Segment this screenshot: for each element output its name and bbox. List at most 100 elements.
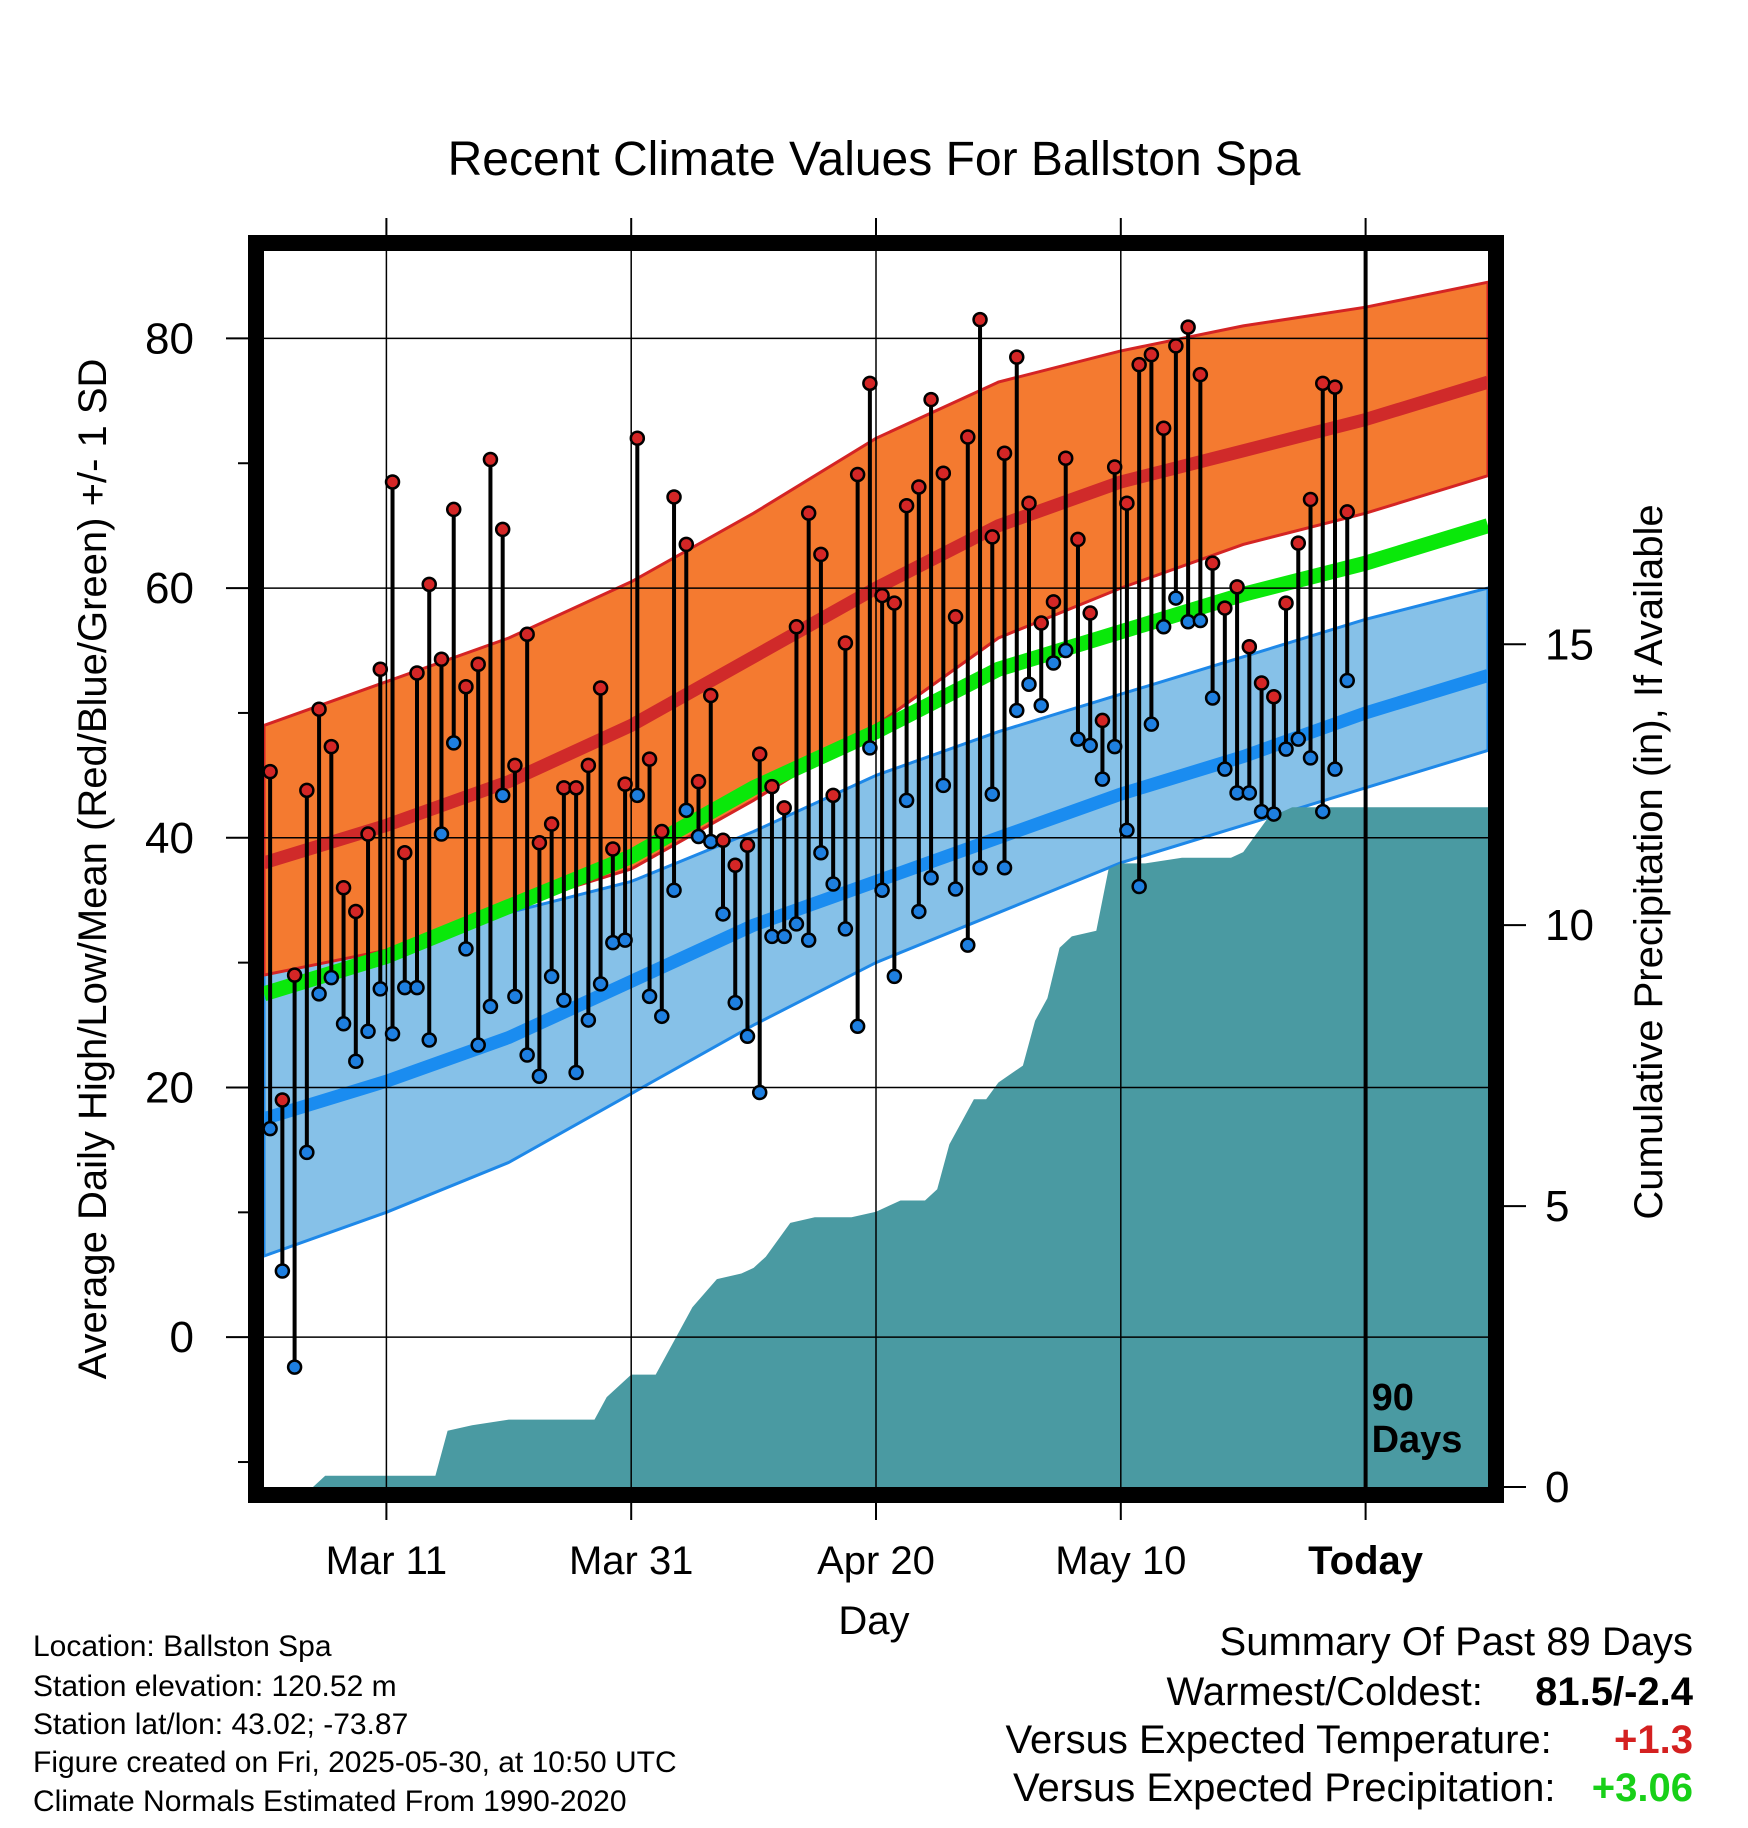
daily-low-point <box>886 968 903 985</box>
daily-high-point <box>1045 594 1062 610</box>
daily-low-point <box>470 1037 486 1053</box>
warm-cold-label: Warmest/Coldest: <box>1166 1670 1483 1714</box>
daily-low-point <box>274 1263 291 1279</box>
daily-high-point <box>947 609 964 625</box>
y2-tick-label: 0 <box>1545 1463 1569 1512</box>
daily-high-point <box>286 967 303 983</box>
daily-high-point <box>531 835 548 851</box>
summary-heading: Summary Of Past 89 Days <box>1219 1620 1693 1664</box>
daily-high-point <box>1009 349 1025 365</box>
daily-low-point <box>629 787 646 804</box>
x-tick-label: Today <box>1308 1539 1424 1583</box>
daily-low-point <box>1119 822 1135 839</box>
daily-low-point <box>1009 702 1025 719</box>
daily-high-point <box>972 311 988 328</box>
daily-high-point <box>458 678 474 695</box>
daily-high-point <box>678 536 695 553</box>
x-axis-label: Day <box>838 1599 909 1643</box>
daily-high-point <box>519 626 535 643</box>
daily-high-point <box>862 375 878 392</box>
daily-high-point <box>776 800 792 816</box>
daily-high-point <box>421 576 437 593</box>
daily-high-point <box>1204 555 1221 571</box>
daily-low-point <box>605 934 621 951</box>
daily-low-point <box>654 1008 670 1025</box>
daily-low-point <box>348 1053 364 1070</box>
daily-high-point <box>825 787 841 804</box>
daily-low-point <box>1082 737 1098 754</box>
daily-low-point <box>531 1068 548 1084</box>
daily-low-point <box>433 826 450 842</box>
daily-low-point <box>788 916 805 932</box>
daily-low-point <box>727 994 743 1011</box>
daily-low-point <box>678 802 695 819</box>
daily-high-point <box>592 680 609 696</box>
daily-high-point <box>751 746 768 762</box>
daily-low-point <box>1278 741 1294 757</box>
daily-low-point <box>849 1018 866 1035</box>
daily-high-point <box>1155 420 1172 437</box>
daily-low-point <box>1070 731 1086 747</box>
daily-high-point <box>1278 595 1294 611</box>
daily-high-point <box>1229 579 1245 595</box>
daily-high-point <box>984 529 1001 545</box>
daily-low-point <box>458 941 474 957</box>
daily-high-point <box>580 757 597 774</box>
daily-high-point <box>507 757 523 774</box>
daily-high-point <box>397 845 413 861</box>
daily-low-point <box>1266 806 1282 822</box>
precip-value: +3.06 <box>1591 1766 1693 1810</box>
daily-high-point <box>445 501 462 518</box>
daily-low-point <box>1094 771 1111 787</box>
daily-low-point <box>372 981 389 997</box>
daily-high-point <box>690 773 707 790</box>
daily-high-point <box>739 837 756 854</box>
daily-high-point <box>494 521 511 538</box>
daily-high-point <box>886 595 903 611</box>
daily-low-point <box>519 1047 535 1063</box>
daily-high-point <box>715 832 731 849</box>
daily-low-point <box>825 876 841 892</box>
daily-high-point <box>1241 639 1258 655</box>
summary-precip: Versus Expected Precipitation: +3.06 <box>1013 1766 1693 1811</box>
daily-high-point <box>837 635 854 651</box>
daily-low-point <box>286 1359 303 1375</box>
daily-high-point <box>1168 338 1184 354</box>
summary-temp: Versus Expected Temperature: +1.3 <box>1006 1718 1693 1763</box>
daily-low-point <box>1302 750 1319 766</box>
daily-low-point <box>360 1023 376 1040</box>
daily-low-point <box>543 968 560 985</box>
daily-low-point <box>262 1120 278 1137</box>
y-tick-label: 0 <box>170 1313 194 1362</box>
daily-low-point <box>592 976 609 992</box>
daily-low-point <box>1143 716 1160 732</box>
summary-warm-cold: Warmest/Coldest: 81.5/-2.4 <box>1166 1670 1693 1715</box>
chart-title: Recent Climate Values For Ballston Spa <box>447 133 1301 186</box>
daily-high-point <box>274 1092 291 1108</box>
daily-low-point <box>384 1026 401 1042</box>
daily-high-point <box>923 391 939 408</box>
daily-low-point <box>1290 731 1307 747</box>
daily-high-point <box>1131 356 1147 373</box>
daily-low-point <box>1106 738 1123 755</box>
daily-low-point <box>703 833 719 850</box>
daily-high-point <box>1253 675 1270 691</box>
daily-high-point <box>543 816 560 832</box>
daily-high-point <box>433 651 450 668</box>
daily-low-point <box>874 882 890 898</box>
daily-high-point <box>898 497 915 514</box>
x-tick-label: May 10 <box>1055 1539 1186 1583</box>
y-tick-label: 40 <box>145 814 194 863</box>
daily-high-point <box>764 778 780 795</box>
daily-high-point <box>1180 319 1196 335</box>
daily-high-point <box>299 782 315 799</box>
daily-low-point <box>739 1028 756 1045</box>
daily-low-point <box>335 1016 352 1032</box>
daily-low-point <box>1204 690 1221 706</box>
daily-low-point <box>1021 676 1037 692</box>
daily-high-point <box>335 879 352 896</box>
daily-low-point <box>800 932 817 948</box>
info-location: Location: Ballston Spa <box>33 1630 332 1663</box>
daily-low-point <box>1180 614 1196 630</box>
daily-low-point <box>617 932 633 948</box>
